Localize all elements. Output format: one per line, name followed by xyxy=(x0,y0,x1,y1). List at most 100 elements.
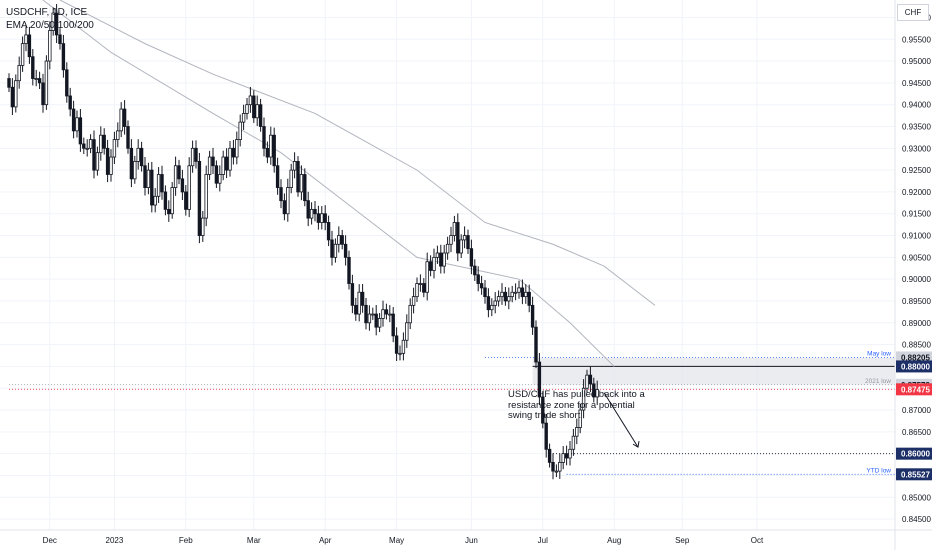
candle-body xyxy=(326,222,331,241)
candle-body xyxy=(449,235,453,245)
level-label: May low xyxy=(867,350,891,357)
candle-body xyxy=(452,222,457,236)
time-axis[interactable]: Dec 2023 Feb Mar Apr May Jun Jul Aug Sep Oct xyxy=(43,536,764,545)
ema-line xyxy=(42,0,615,367)
candle-body xyxy=(156,174,161,197)
candle-body xyxy=(347,256,351,284)
candle-body xyxy=(116,130,120,140)
candle-body xyxy=(360,291,365,306)
y-tick-label: 0.86500 xyxy=(902,428,931,437)
candle-body xyxy=(398,352,402,355)
resistance-zone-rect xyxy=(532,357,895,385)
candle-body xyxy=(513,291,518,294)
candle-body xyxy=(473,265,477,276)
candle-body xyxy=(442,252,446,267)
indicator-label[interactable]: EMA 20/50/100/200 xyxy=(6,20,94,31)
candle-body xyxy=(411,296,416,306)
arrow-shaft xyxy=(603,392,639,448)
candle-body xyxy=(462,235,467,241)
candle-body xyxy=(163,191,168,210)
candle-body xyxy=(571,435,576,450)
candle-body xyxy=(238,121,242,140)
candle-body xyxy=(58,34,62,45)
candle-body xyxy=(561,453,565,463)
candle-body xyxy=(54,12,59,36)
candle-body xyxy=(170,187,174,215)
candle-body xyxy=(303,174,307,202)
candle-body xyxy=(51,12,55,31)
x-tick-label: Feb xyxy=(179,536,193,545)
candle-body xyxy=(258,104,263,127)
candle-body xyxy=(92,139,96,171)
candle-body xyxy=(405,322,409,341)
price-badge xyxy=(896,383,932,396)
projection-arrow[interactable] xyxy=(603,392,640,448)
candle-body xyxy=(214,165,219,184)
candle-body xyxy=(44,60,49,106)
candle-body xyxy=(272,134,276,167)
candle-body xyxy=(408,304,412,324)
candle-body xyxy=(425,261,429,293)
candle-body xyxy=(428,261,433,271)
symbol-label[interactable]: USDCHF, 1D, ICE xyxy=(6,7,88,18)
candle-body xyxy=(479,283,484,289)
candle-body xyxy=(439,252,443,267)
candle-body xyxy=(313,208,317,215)
candle-body xyxy=(20,43,25,66)
candle-body xyxy=(384,309,389,315)
candle-body xyxy=(139,147,144,167)
candle-body xyxy=(466,235,470,250)
y-tick-label: 0.89500 xyxy=(902,297,931,306)
chart-legend[interactable]: USDCHF, 1D, ICE EMA 20/50/100/200 xyxy=(6,6,94,32)
candle-body xyxy=(109,156,113,175)
candle-body xyxy=(269,134,273,158)
candle-body xyxy=(265,147,270,158)
chart-annotation[interactable]: USD/CHF has pulled back into a resistanc… xyxy=(508,389,645,421)
candle-body xyxy=(377,318,382,328)
y-tick-label: 0.94500 xyxy=(902,79,931,88)
candle-body xyxy=(337,235,341,245)
candle-body xyxy=(595,389,599,398)
y-tick-label: 0.93000 xyxy=(902,144,931,153)
candle-body xyxy=(323,213,327,223)
candle-body xyxy=(279,187,283,202)
candle-body xyxy=(211,156,215,167)
candle-body xyxy=(500,291,504,298)
horizontal-levels[interactable]: May low 2021 low YTD low xyxy=(9,350,895,475)
x-tick-label: Oct xyxy=(751,536,764,545)
candle-body xyxy=(296,160,300,193)
price-badge-label: 0.87475 xyxy=(901,385,930,394)
candle-body xyxy=(197,160,202,236)
y-tick-label: 0.91500 xyxy=(902,210,931,219)
candle-body xyxy=(585,374,589,389)
candle-body xyxy=(564,453,569,459)
candle-body xyxy=(231,147,236,158)
candle-body xyxy=(61,43,66,71)
candle-body xyxy=(105,147,110,175)
candle-body xyxy=(262,126,266,149)
candle-body xyxy=(177,165,181,180)
candle-body xyxy=(160,174,164,193)
level-label: YTD low xyxy=(866,467,891,474)
candle-body xyxy=(350,283,355,306)
candle-body xyxy=(316,213,321,223)
candle-body xyxy=(524,291,528,298)
y-tick-label: 0.92500 xyxy=(902,166,931,175)
candle-body xyxy=(330,239,334,258)
candle-body xyxy=(41,82,45,106)
candle-body xyxy=(388,313,392,316)
price-axis[interactable]: 0.845000.850000.855000.860000.865000.870… xyxy=(902,13,931,524)
x-tick-label: May xyxy=(389,536,404,545)
candle-body xyxy=(143,165,147,188)
candle-body xyxy=(367,313,372,324)
currency-button[interactable]: CHF xyxy=(897,4,929,21)
candle-body xyxy=(517,287,521,293)
candle-body xyxy=(320,213,324,223)
candle-body xyxy=(496,296,501,302)
candle-body xyxy=(248,95,253,106)
x-tick-label: Mar xyxy=(247,536,261,545)
candle-body xyxy=(292,160,297,171)
candle-body xyxy=(102,134,106,149)
candle-body xyxy=(27,34,32,58)
